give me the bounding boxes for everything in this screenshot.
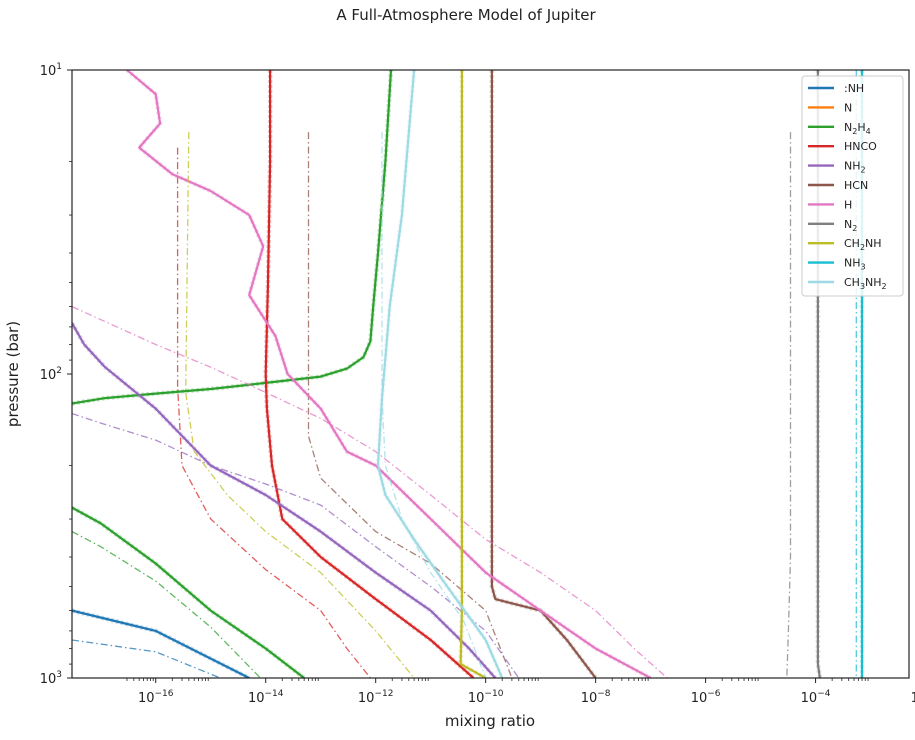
series-ch2nh-line [459,70,487,678]
series-ch3nh2-line [376,70,504,678]
x-tick-label: 10−4 [801,689,831,706]
x-tick-label: 10−12 [358,689,394,706]
series-n2h4-line-2-band [72,505,306,678]
legend-label: NH2 [844,160,866,175]
series-h-dashdot-line [72,306,668,678]
x-axis-ticks: 10−16 10−14 10−12 10−10 10−8 10−6 10−4 10−2 [126,678,915,706]
legend-label: CH3NH2 [844,276,887,291]
legend-label: NH3 [844,257,866,272]
series-nh-line-band [72,608,251,678]
legend-label: N2 [844,218,857,233]
legend-label: CH2NH [844,237,882,252]
series-nh2-line-band [72,321,497,678]
x-tick-label: 10−14 [248,689,284,706]
x-tick-label: 10−10 [468,689,504,706]
legend: :NH N N2H4 HNCO NH2 HCN H N2 CH2NH NH3 CH3NH2 [801,75,904,297]
series-n2-dashdot-line [786,132,792,678]
y-axis-ticks: 101 102 103 [40,62,72,687]
series-nh-dashdot-line [72,639,221,678]
legend-label: :NH [844,82,864,95]
series-hnco-dashdot-line [176,147,371,678]
series-n2h4-line [72,70,393,405]
series-ch3nh2-line-band [375,70,505,678]
series-nh2-line [72,322,497,678]
y-tick-label: 103 [40,670,62,687]
series-nh2-dashdot-line [72,412,520,678]
chart-title: A Full-Atmosphere Model of Jupiter [336,6,596,24]
y-axis-label: pressure (bar) [4,321,22,427]
series-layer [72,70,865,678]
x-tick-label: 10−16 [138,689,174,706]
legend-label: HCN [844,179,868,192]
y-tick-label: 102 [40,366,62,383]
x-tick-label: 10−8 [581,689,611,706]
x-tick-label: 10−6 [691,689,721,706]
series-hcn-line-band [489,70,598,678]
series-hnco-line-band [263,70,475,678]
x-axis-label: mixing ratio [445,712,535,730]
x-tick-label: 10−2 [911,689,915,706]
series-n2h4-dashdot-line [72,531,261,678]
series-hcn-dashdot-line [307,132,513,678]
legend-label: HNCO [844,140,877,153]
legend-box [801,75,904,297]
series-h-line-band [125,70,652,678]
y-tick-label: 101 [40,62,62,79]
legend-label: N2H4 [844,121,871,136]
series-n2h4-line-band [72,70,394,406]
series-hnco-line [264,70,475,678]
series-n2h4-line-2 [72,506,305,678]
series-hcn-line [490,70,597,678]
legend-label: H [844,198,852,211]
legend-label: N [844,101,852,114]
series-h-line [126,70,652,678]
series-nh-line [72,609,250,678]
series-ch2nh-line-band [458,70,487,678]
